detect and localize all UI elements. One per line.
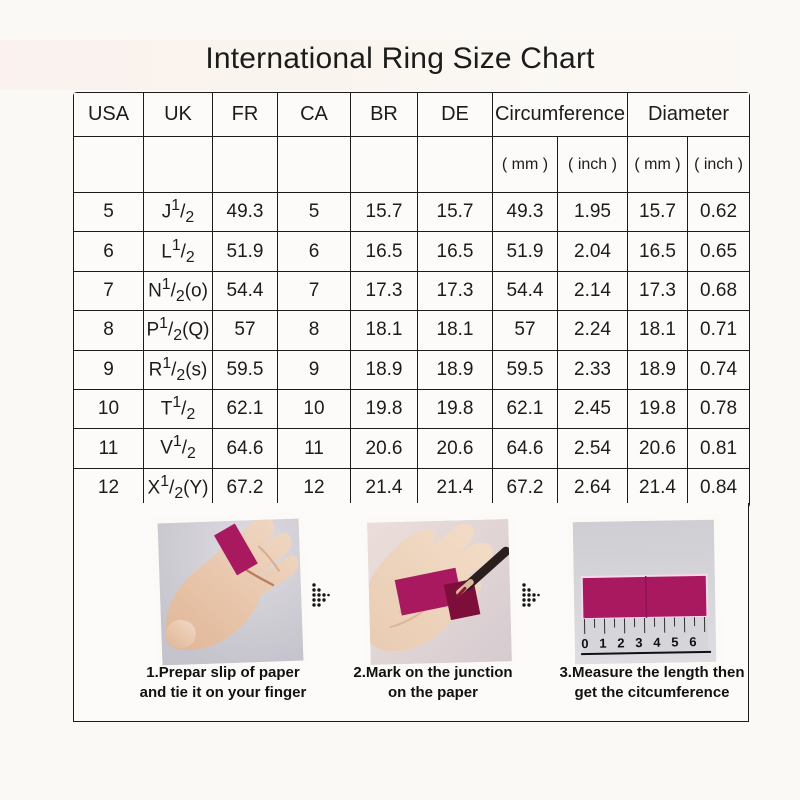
svg-text:6: 6 — [689, 634, 696, 649]
svg-text:4: 4 — [653, 635, 661, 650]
svg-text:2: 2 — [617, 635, 624, 650]
svg-text:0: 0 — [581, 636, 588, 651]
svg-text:5: 5 — [671, 634, 678, 649]
svg-text:3: 3 — [635, 635, 642, 650]
svg-text:1: 1 — [599, 636, 606, 651]
